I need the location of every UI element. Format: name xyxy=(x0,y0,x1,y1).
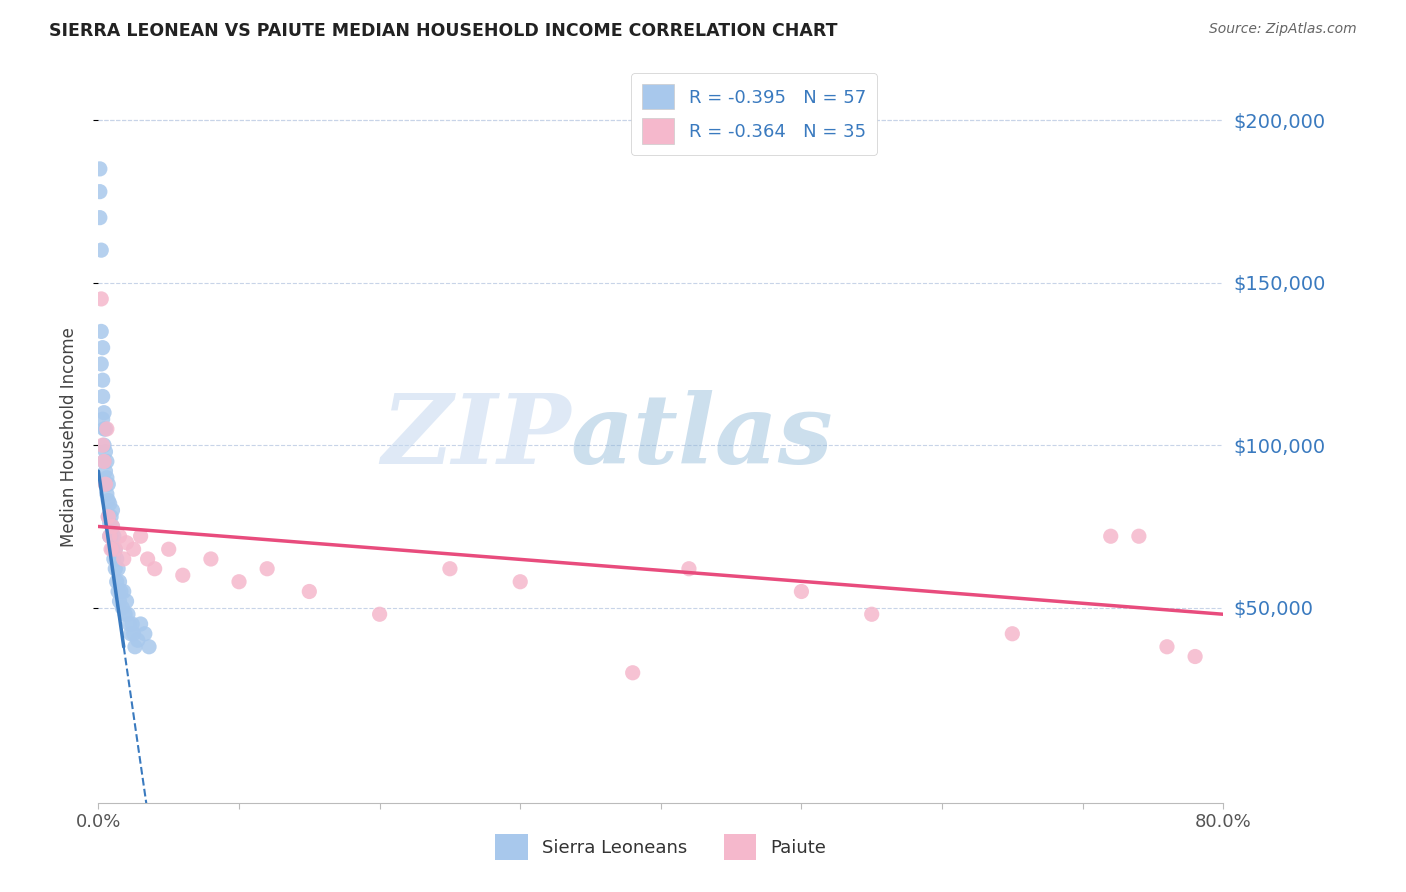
Text: Source: ZipAtlas.com: Source: ZipAtlas.com xyxy=(1209,22,1357,37)
Point xyxy=(1156,640,1178,654)
Point xyxy=(90,325,112,339)
Point xyxy=(97,477,120,491)
Point xyxy=(143,562,166,576)
Text: ZIP: ZIP xyxy=(381,390,571,484)
Point xyxy=(94,477,117,491)
Point xyxy=(112,584,135,599)
Point xyxy=(118,617,141,632)
Point xyxy=(1128,529,1150,543)
Point xyxy=(94,477,117,491)
Point xyxy=(115,594,138,608)
Point xyxy=(107,562,129,576)
Point xyxy=(136,552,159,566)
Point xyxy=(678,562,700,576)
Point xyxy=(107,584,129,599)
Point xyxy=(91,389,114,403)
Point xyxy=(104,542,127,557)
Point xyxy=(101,542,124,557)
Point xyxy=(228,574,250,589)
Point xyxy=(101,519,124,533)
Point xyxy=(509,574,531,589)
Point xyxy=(1099,529,1122,543)
Point xyxy=(93,422,115,436)
Point xyxy=(134,626,156,640)
Point xyxy=(100,509,122,524)
Point xyxy=(98,497,121,511)
Point xyxy=(89,161,111,176)
Point xyxy=(122,626,145,640)
Point xyxy=(172,568,194,582)
Point xyxy=(114,607,136,622)
Point xyxy=(91,341,114,355)
Point xyxy=(101,519,124,533)
Text: SIERRA LEONEAN VS PAIUTE MEDIAN HOUSEHOLD INCOME CORRELATION CHART: SIERRA LEONEAN VS PAIUTE MEDIAN HOUSEHOL… xyxy=(49,22,838,40)
Point xyxy=(790,584,813,599)
Point xyxy=(94,444,117,458)
Point xyxy=(94,464,117,478)
Point xyxy=(89,185,111,199)
Point xyxy=(91,438,114,452)
Point xyxy=(97,493,120,508)
Point xyxy=(97,509,120,524)
Point xyxy=(127,633,149,648)
Point xyxy=(91,373,114,387)
Point xyxy=(100,529,122,543)
Point xyxy=(89,211,111,225)
Point xyxy=(101,503,124,517)
Point xyxy=(93,406,115,420)
Point xyxy=(1001,626,1024,640)
Point xyxy=(90,357,112,371)
Point xyxy=(621,665,644,680)
Point xyxy=(368,607,391,622)
Point xyxy=(104,542,127,557)
Point xyxy=(91,412,114,426)
Point xyxy=(122,542,145,557)
Point xyxy=(104,562,127,576)
Point xyxy=(200,552,222,566)
Point xyxy=(94,422,117,436)
Point xyxy=(120,626,142,640)
Legend: Sierra Leoneans, Paiute: Sierra Leoneans, Paiute xyxy=(488,827,834,867)
Point xyxy=(103,529,125,543)
Point xyxy=(96,454,118,468)
Point xyxy=(97,509,120,524)
Point xyxy=(112,552,135,566)
Point xyxy=(121,617,143,632)
Point xyxy=(439,562,461,576)
Y-axis label: Median Household Income: Median Household Income xyxy=(59,327,77,547)
Point xyxy=(96,487,118,501)
Point xyxy=(117,607,139,622)
Point xyxy=(138,640,160,654)
Point xyxy=(100,542,122,557)
Point xyxy=(298,584,321,599)
Point xyxy=(105,574,128,589)
Point xyxy=(129,617,152,632)
Point xyxy=(98,516,121,531)
Point xyxy=(98,529,121,543)
Point xyxy=(115,535,138,549)
Point xyxy=(93,454,115,468)
Point xyxy=(129,529,152,543)
Point xyxy=(108,529,131,543)
Point xyxy=(1184,649,1206,664)
Point xyxy=(256,562,278,576)
Point xyxy=(157,542,180,557)
Point xyxy=(108,574,131,589)
Point xyxy=(93,438,115,452)
Point xyxy=(90,292,112,306)
Point xyxy=(96,471,118,485)
Point xyxy=(110,584,132,599)
Point xyxy=(90,243,112,257)
Point xyxy=(98,529,121,543)
Point xyxy=(96,422,118,436)
Point xyxy=(108,594,131,608)
Point xyxy=(105,552,128,566)
Text: atlas: atlas xyxy=(571,390,834,484)
Point xyxy=(124,640,146,654)
Point xyxy=(103,552,125,566)
Point xyxy=(111,600,134,615)
Point xyxy=(93,454,115,468)
Point xyxy=(860,607,883,622)
